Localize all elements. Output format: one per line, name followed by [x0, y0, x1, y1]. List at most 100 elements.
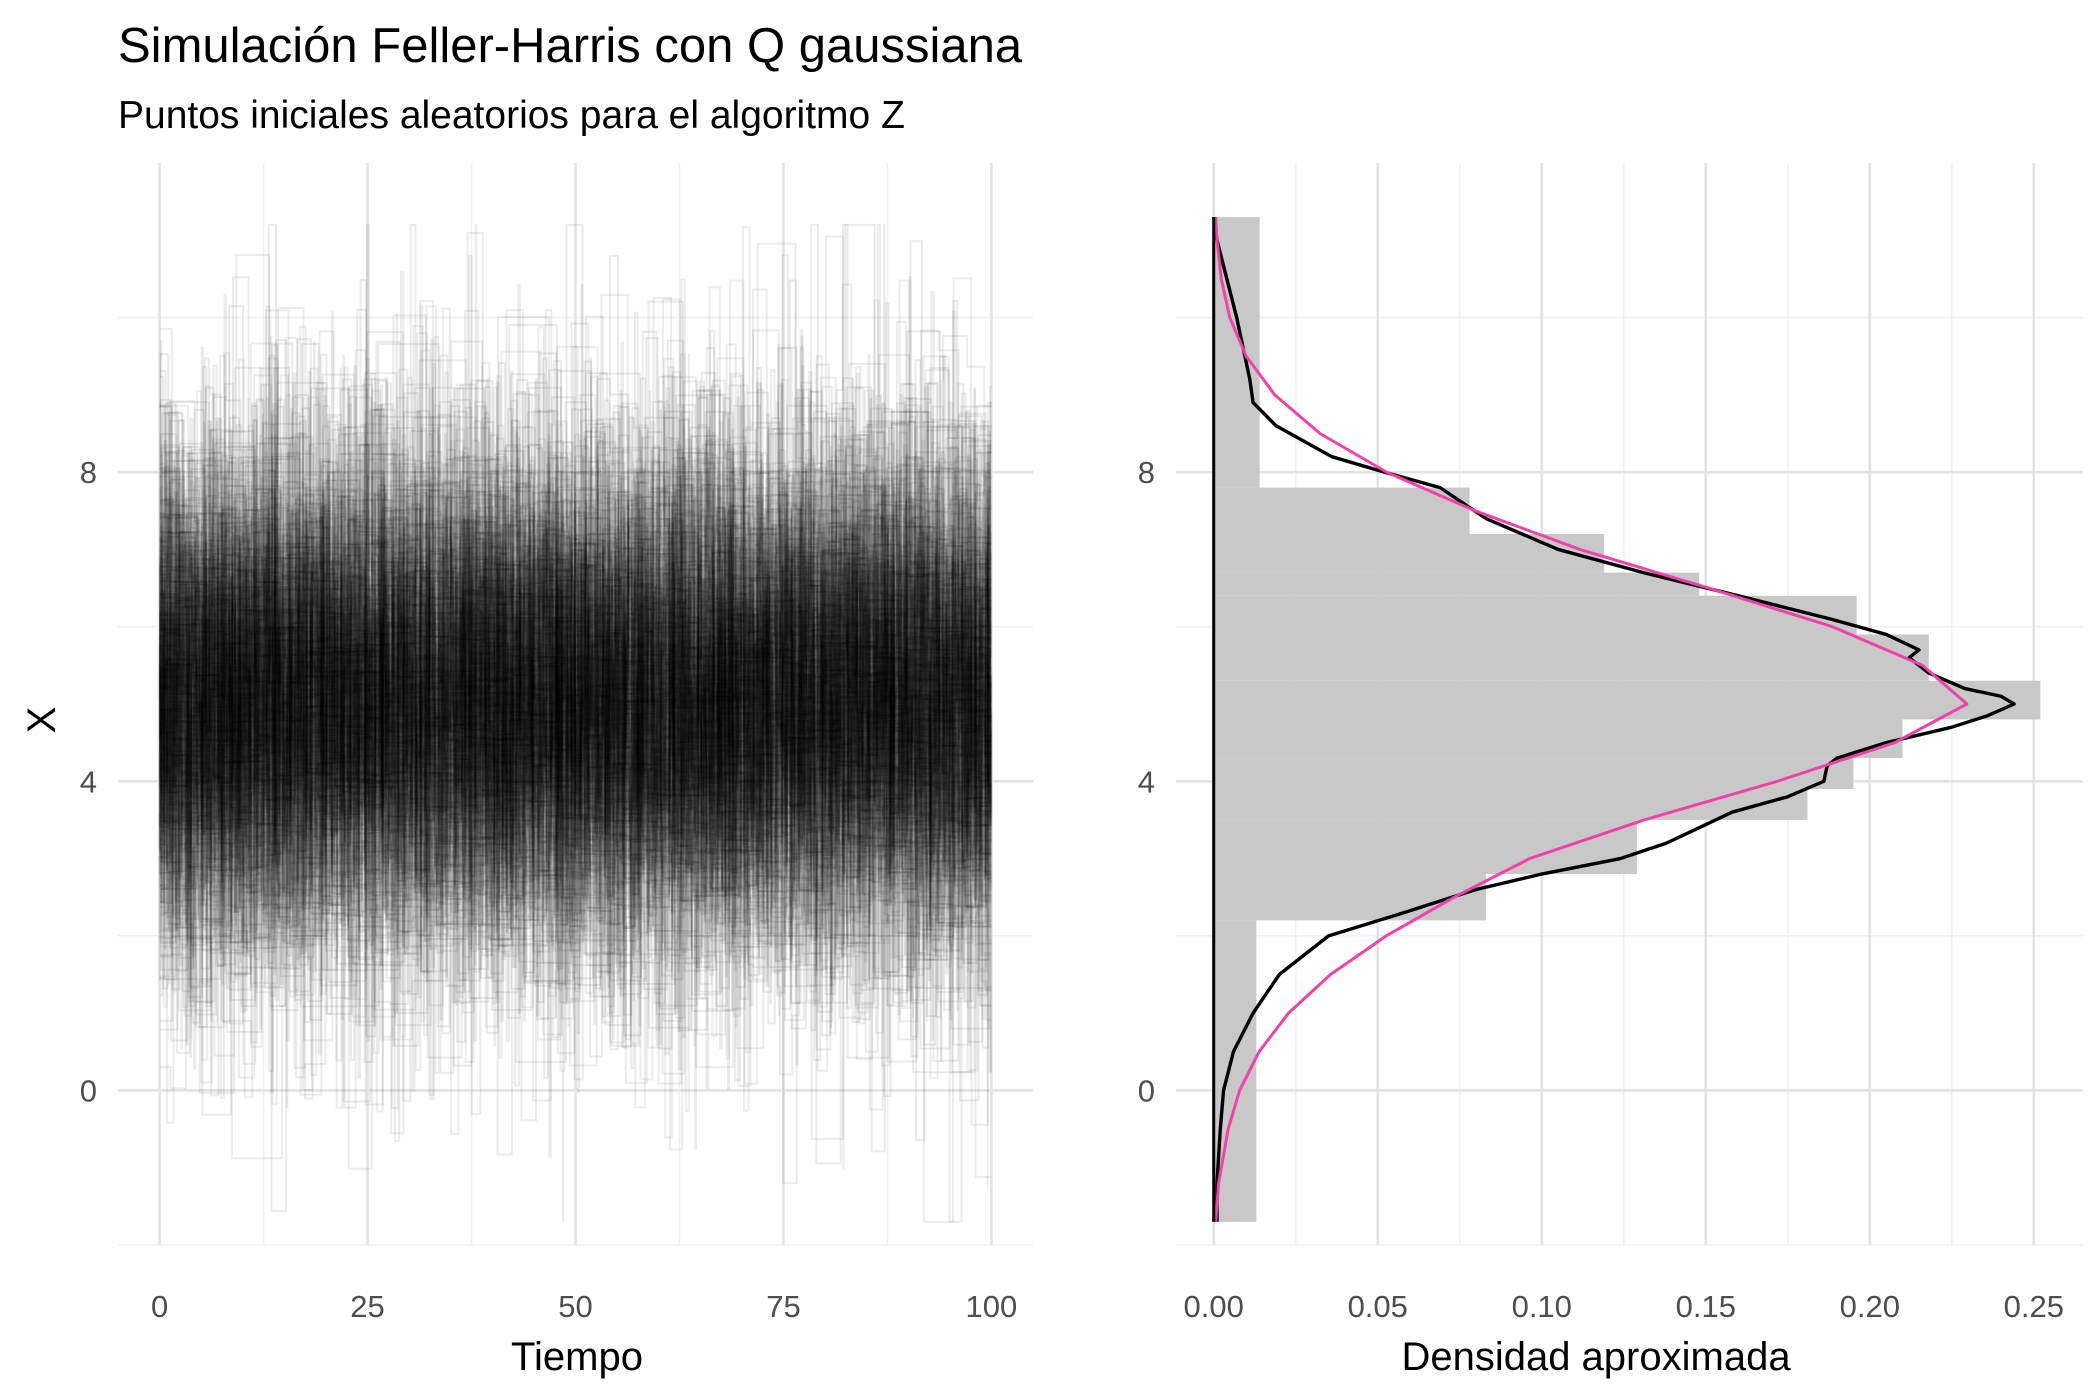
simulation-path	[159, 469, 992, 1111]
simulation-path	[159, 403, 992, 966]
simulation-path	[159, 402, 992, 911]
simulation-path	[159, 420, 992, 1050]
y-axis-title-x: X	[20, 707, 64, 734]
simulation-path	[159, 399, 992, 1050]
simulation-path	[159, 383, 992, 1031]
simulation-path	[159, 454, 992, 980]
simulation-path	[159, 314, 992, 975]
simulation-path	[159, 299, 992, 964]
simulation-path	[159, 363, 992, 1026]
simulation-path	[159, 456, 992, 1223]
simulation-path	[159, 382, 992, 974]
simulation-path	[159, 380, 992, 994]
simulation-path	[159, 356, 992, 1021]
simulation-path	[159, 340, 992, 1023]
simulation-path	[159, 415, 992, 992]
simulation-path	[159, 428, 992, 1008]
simulation-path	[159, 254, 992, 965]
x-axis-title-tiempo: Tiempo	[511, 1335, 643, 1379]
simulation-path	[159, 343, 992, 1122]
simulation-path	[159, 412, 992, 1012]
simulation-path	[159, 279, 992, 1063]
simulation-path	[159, 373, 992, 1060]
simulation-path	[159, 330, 992, 1047]
simulation-path	[159, 393, 992, 1036]
simulation-path	[159, 283, 992, 1084]
simulation-path	[159, 278, 992, 1024]
simulation-path	[159, 315, 992, 1185]
simulation-path	[159, 309, 992, 963]
simulation-path	[159, 279, 992, 1008]
x-tick-label: 100	[966, 1289, 1018, 1324]
simulation-path	[159, 429, 992, 1085]
simulation-path	[159, 362, 992, 1002]
simulation-path	[159, 340, 992, 1019]
simulation-path	[159, 404, 992, 1150]
simulation-path	[159, 278, 992, 991]
simulation-path	[159, 416, 992, 1004]
simulation-path	[159, 398, 992, 1017]
simulation-path	[159, 386, 992, 1043]
simulation-path	[159, 448, 992, 1074]
x-tick-label: 0	[151, 1289, 168, 1324]
y-tick-label: 4	[1138, 764, 1155, 799]
simulation-path	[159, 371, 992, 1003]
simulation-path	[159, 416, 992, 985]
simulation-path	[159, 402, 992, 1007]
simulation-path	[159, 329, 992, 976]
simulation-path	[159, 421, 992, 1058]
simulation-path	[159, 406, 992, 1058]
y-tick-label: 0	[1138, 1073, 1155, 1108]
simulation-path	[159, 271, 992, 1014]
simulation-path	[159, 336, 992, 1014]
simulation-path	[159, 372, 992, 1099]
simulation-path	[159, 404, 992, 1000]
simulation-path	[159, 404, 992, 992]
simulation-path	[158, 390, 992, 1027]
simulation-path	[159, 425, 992, 1062]
simulation-path	[158, 399, 992, 1113]
simulation-path	[159, 279, 992, 1035]
simulation-path	[159, 424, 992, 956]
time-series-panel: 0 25 50 75 100 0 4 8 Tiempo X	[20, 163, 1033, 1379]
simulation-path	[159, 385, 992, 1014]
simulation-path	[159, 420, 992, 1096]
histogram-bar	[1213, 487, 1470, 534]
simulation-path	[159, 352, 992, 1076]
simulation-path	[159, 323, 992, 1037]
simulation-path	[159, 374, 992, 990]
simulation-path	[159, 357, 992, 939]
simulation-path	[159, 444, 992, 962]
simulation-path	[159, 276, 992, 970]
simulation-path	[159, 353, 992, 953]
simulation-path	[159, 288, 992, 1049]
x-axis-title-densidad: Densidad aproximada	[1401, 1335, 1791, 1379]
simulation-path	[159, 456, 992, 1151]
simulation-path	[159, 231, 992, 918]
histogram-bar	[1213, 572, 1700, 596]
simulation-path	[159, 343, 992, 1016]
simulation-path	[159, 374, 992, 1048]
simulation-path	[159, 409, 992, 1142]
simulation-path	[159, 394, 992, 1011]
simulation-path	[159, 254, 992, 967]
simulation-path	[159, 372, 992, 1079]
simulation-path	[159, 276, 992, 1037]
simulation-path	[159, 293, 992, 1050]
simulation-path	[159, 283, 992, 1051]
simulation-path	[159, 331, 992, 994]
simulation-path	[159, 223, 992, 1010]
simulation-path	[159, 451, 992, 981]
simulation-path	[159, 428, 992, 1102]
simulation-path	[159, 339, 992, 1054]
simulation-path	[159, 328, 992, 1098]
simulation-path	[159, 392, 992, 1108]
simulation-path	[159, 386, 992, 1028]
x-tick-label: 75	[766, 1289, 800, 1324]
simulation-path	[159, 393, 993, 975]
histogram-bars	[1213, 217, 2041, 1222]
histogram-bar	[1213, 634, 1929, 681]
simulation-path	[159, 355, 992, 1042]
histogram-bar	[1213, 819, 1637, 875]
simulation-path	[159, 398, 992, 980]
